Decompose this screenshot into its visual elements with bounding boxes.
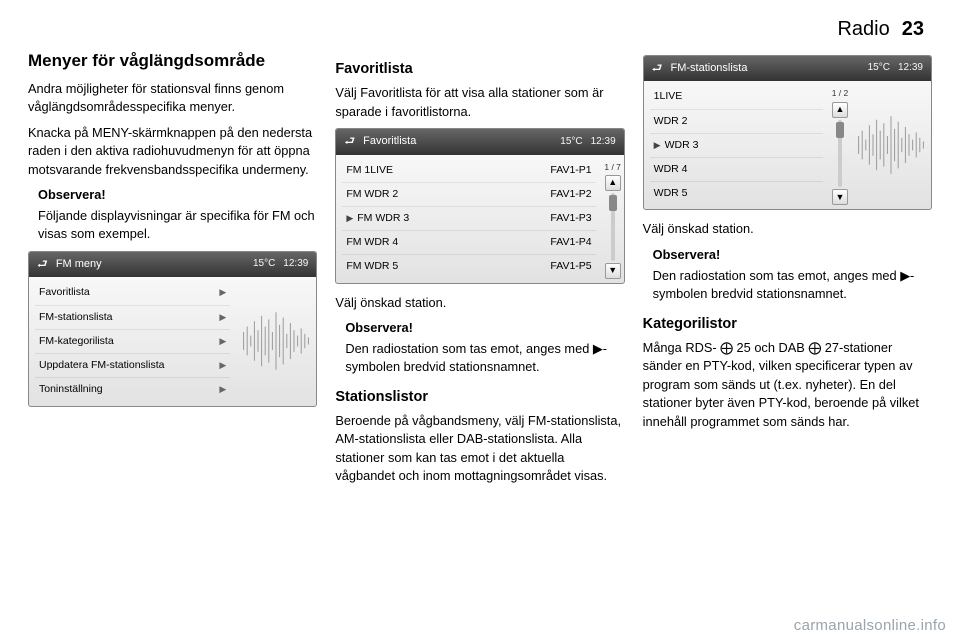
list-item[interactable]: Uppdatera FM-stationslista▶ [35, 354, 230, 378]
chevron-right-icon: ▶ [219, 335, 226, 348]
ss-clock: 12:39 [283, 257, 308, 272]
wave-icon [240, 305, 312, 377]
chevron-right-icon: ▶ [219, 383, 226, 396]
ss-header: ⮐ Favoritlista 15°C 12:39 [336, 129, 623, 154]
list-item[interactable]: 1LIVE [650, 85, 823, 109]
scroll-up-button[interactable]: ▲ [605, 175, 621, 191]
col2-observe: Observera! Den radiostation som tas emot… [335, 319, 624, 377]
ss-clock: 12:39 [591, 135, 616, 150]
chevron-right-icon: ▶ [219, 286, 226, 299]
scroll-track[interactable] [838, 120, 842, 188]
columns: Menyer för våglängdsområde Andra möjligh… [0, 49, 960, 493]
ss-header: ⮐ FM-stationslista 15°C 12:39 [644, 56, 931, 81]
playing-icon: ▶ [346, 212, 353, 225]
scroll-down-button[interactable]: ▼ [605, 263, 621, 279]
observe-body: Följande displayvisningar är specifika f… [38, 207, 317, 244]
ss-body: 1LIVE WDR 2 ▶WDR 3 WDR 4 WDR 5 1 / 2 ▲ ▼ [644, 81, 931, 209]
ss-list: Favoritlista▶ FM-stationslista▶ FM-kateg… [29, 277, 236, 405]
waveform-graphic [851, 81, 931, 209]
ss-temp: 15°C [253, 257, 275, 272]
scrollbar: 1 / 7 ▲ ▼ [602, 155, 624, 283]
page: Radio 23 Menyer för våglängdsområde Andr… [0, 0, 960, 642]
ss-header: ⮐ FM meny 15°C 12:39 [29, 252, 316, 277]
list-item[interactable]: WDR 4 [650, 158, 823, 182]
ss-clock: 12:39 [898, 61, 923, 76]
scroll-up-button[interactable]: ▲ [832, 102, 848, 118]
list-item[interactable]: Favoritlista▶ [35, 281, 230, 305]
scrollbar: 1 / 2 ▲ ▼ [829, 81, 851, 209]
fav-tag: FAV1-P1 [550, 163, 591, 178]
chevron-right-icon: ▶ [219, 311, 226, 324]
list-item[interactable]: FM WDR 2FAV1-P2 [342, 183, 595, 207]
ss-temp: 15°C [560, 135, 582, 150]
scroll-count: 1 / 7 [604, 161, 621, 173]
fm-stationslista-screenshot: ⮐ FM-stationslista 15°C 12:39 1LIVE WDR … [643, 55, 932, 210]
chevron-right-icon: ▶ [219, 359, 226, 372]
select-station: Välj önskad station. [335, 294, 624, 313]
list-item[interactable]: FM 1LIVEFAV1-P1 [342, 159, 595, 183]
waveform-graphic [236, 277, 316, 405]
column-1: Menyer för våglängdsområde Andra möjligh… [28, 49, 317, 493]
col1-heading: Menyer för våglängdsområde [28, 49, 317, 74]
page-number: 23 [902, 18, 924, 41]
column-3: ⮐ FM-stationslista 15°C 12:39 1LIVE WDR … [643, 49, 932, 493]
column-2: Favoritlista Välj Favoritlista för att v… [335, 49, 624, 493]
observe-body: Den radiostation som tas emot, anges med… [653, 267, 932, 304]
list-item[interactable]: FM-kategorilista▶ [35, 330, 230, 354]
favoritlista-screenshot: ⮐ Favoritlista 15°C 12:39 FM 1LIVEFAV1-P… [335, 128, 624, 283]
col1-p2: Knacka på MENY-skärmknappen på den neder… [28, 124, 317, 180]
back-icon[interactable]: ⮐ [344, 133, 355, 150]
observe-title: Observera! [38, 186, 317, 205]
back-icon[interactable]: ⮐ [37, 256, 48, 273]
observe-title: Observera! [653, 246, 932, 265]
list-item[interactable]: Toninställning▶ [35, 378, 230, 401]
cat-desc: Många RDS- ⨁ 25 och DAB ⨁ 27-stationer s… [643, 339, 932, 432]
ss-title: FM-stationslista [670, 61, 859, 77]
ss-temp: 15°C [868, 61, 890, 76]
col1-observe: Observera! Följande displayvisningar är … [28, 186, 317, 244]
list-item[interactable]: ▶FM WDR 3FAV1-P3 [342, 207, 595, 231]
watermark: carmanualsonline.info [794, 617, 946, 634]
page-header: Radio 23 [0, 0, 960, 49]
section-label: Radio [837, 18, 889, 41]
scroll-track[interactable] [611, 193, 615, 261]
ss-list: 1LIVE WDR 2 ▶WDR 3 WDR 4 WDR 5 [644, 81, 829, 209]
observe-title: Observera! [345, 319, 624, 338]
fav-tag: FAV1-P3 [550, 211, 591, 226]
observe-body: Den radiostation som tas emot, anges med… [345, 340, 624, 377]
list-item[interactable]: FM WDR 5FAV1-P5 [342, 255, 595, 278]
fav-desc: Välj Favoritlista för att visa alla stat… [335, 84, 624, 121]
stations-desc: Beroende på vågbandsmeny, välj FM-statio… [335, 412, 624, 486]
list-item[interactable]: FM WDR 4FAV1-P4 [342, 231, 595, 255]
favoritlista-heading: Favoritlista [335, 59, 624, 80]
ss-body: Favoritlista▶ FM-stationslista▶ FM-kateg… [29, 277, 316, 405]
scroll-count: 1 / 2 [832, 87, 849, 99]
kategorilistor-heading: Kategorilistor [643, 314, 932, 335]
col3-observe: Observera! Den radiostation som tas emot… [643, 246, 932, 304]
ss-title: FM meny [56, 257, 245, 273]
list-item[interactable]: WDR 5 [650, 182, 823, 205]
ss-body: FM 1LIVEFAV1-P1 FM WDR 2FAV1-P2 ▶FM WDR … [336, 155, 623, 283]
scroll-thumb[interactable] [836, 122, 844, 138]
back-icon[interactable]: ⮐ [652, 60, 663, 77]
fav-tag: FAV1-P4 [550, 235, 591, 250]
list-item[interactable]: FM-stationslista▶ [35, 306, 230, 330]
ss-list: FM 1LIVEFAV1-P1 FM WDR 2FAV1-P2 ▶FM WDR … [336, 155, 601, 283]
scroll-thumb[interactable] [609, 195, 617, 211]
col1-p1: Andra möjligheter för stationsval finns … [28, 80, 317, 117]
wave-icon [855, 109, 927, 181]
stationslistor-heading: Stationslistor [335, 387, 624, 408]
fav-tag: FAV1-P2 [550, 187, 591, 202]
list-item[interactable]: ▶WDR 3 [650, 134, 823, 158]
fm-menu-screenshot: ⮐ FM meny 15°C 12:39 Favoritlista▶ FM-st… [28, 251, 317, 406]
ss-title: Favoritlista [363, 134, 552, 150]
fav-tag: FAV1-P5 [550, 259, 591, 274]
list-item[interactable]: WDR 2 [650, 110, 823, 134]
scroll-down-button[interactable]: ▼ [832, 189, 848, 205]
playing-icon: ▶ [654, 139, 661, 152]
select-station: Välj önskad station. [643, 220, 932, 239]
